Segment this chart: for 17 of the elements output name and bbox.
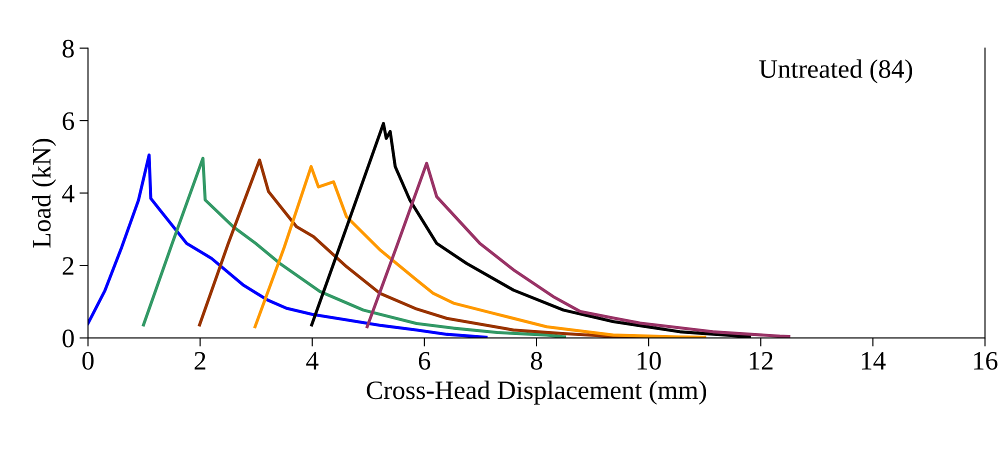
annotation: Untreated (84) — [759, 59, 912, 84]
x-tick-label: 10 — [638, 352, 661, 370]
x-tick-label: 12 — [750, 352, 772, 370]
y-tick-label: 4 — [62, 184, 74, 202]
y-tick-label: 8 — [62, 40, 74, 58]
y-axis-title: Load (kN) — [32, 138, 56, 248]
y-tick-label: 6 — [62, 112, 74, 130]
x-axis-title: Cross-Head Displacement (mm) — [366, 380, 706, 405]
x-tick-label: 14 — [862, 352, 886, 370]
x-tick-label: 4 — [306, 352, 318, 370]
y-tick-label: 2 — [62, 257, 74, 275]
x-tick-label: 2 — [194, 352, 206, 370]
x-tick-label: 6 — [418, 352, 430, 370]
y-tick-label: 0 — [62, 330, 74, 348]
x-tick-label: 16 — [974, 352, 998, 370]
x-tick-label: 8 — [530, 352, 542, 370]
x-tick-label: 0 — [82, 352, 94, 370]
